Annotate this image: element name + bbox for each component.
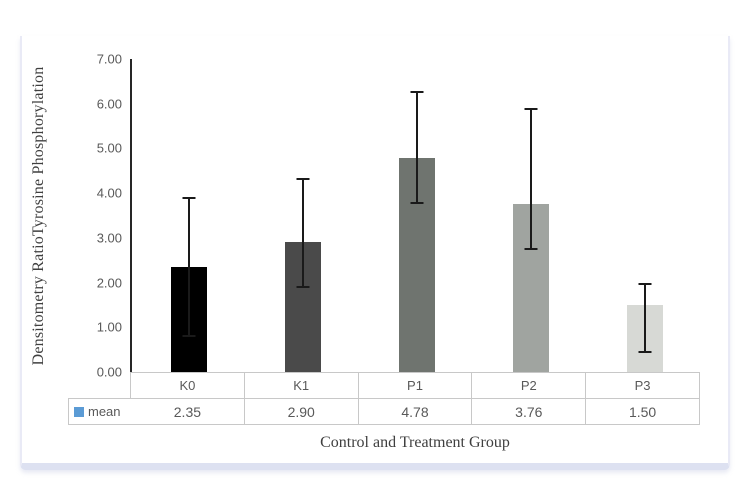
error-bar-top-cap <box>296 178 310 181</box>
y-axis-tick-labels: 0.00 1.00 2.00 3.00 4.00 5.00 6.00 7.00 <box>22 52 122 380</box>
plot-area <box>130 59 700 372</box>
y-tick-label: 1.00 <box>96 319 122 335</box>
value-cell: 4.78 <box>357 398 472 425</box>
category-cell: K1 <box>243 372 358 398</box>
error-bar-top-cap <box>410 90 424 93</box>
y-tick-label: 5.00 <box>96 140 122 156</box>
y-tick-label: 3.00 <box>96 230 122 246</box>
y-tick-label: 0.00 <box>96 364 122 380</box>
error-bar <box>530 109 532 250</box>
error-bar-top-cap <box>638 283 652 286</box>
y-tick-label: 2.00 <box>96 275 122 291</box>
error-bar-bottom-cap <box>410 202 424 205</box>
error-bar-bottom-cap <box>638 350 652 353</box>
y-tick-label: 6.00 <box>96 96 122 112</box>
category-cell: P3 <box>585 372 700 398</box>
y-tick-label: 7.00 <box>96 51 122 67</box>
legend-key-icon <box>74 406 84 417</box>
x-axis-title: Control and Treatment Group <box>320 434 510 451</box>
y-tick-label: 4.00 <box>96 185 122 201</box>
error-bar <box>188 197 190 337</box>
category-cell: P2 <box>471 372 586 398</box>
error-bar <box>644 284 646 352</box>
error-bar-bottom-cap <box>296 286 310 289</box>
error-bar <box>302 179 304 288</box>
category-cell: K0 <box>130 372 244 398</box>
category-cell: P1 <box>357 372 472 398</box>
value-cell: 2.90 <box>243 398 358 425</box>
value-cell: 3.76 <box>471 398 586 425</box>
legend-label: mean <box>88 404 121 419</box>
error-bar-top-cap <box>524 108 538 111</box>
error-bar <box>416 91 418 204</box>
value-cell: 1.50 <box>585 398 700 425</box>
chart-data-table: K0 K1 P1 P2 P3 2.35 2.90 4.78 3.76 1.50 <box>130 372 700 425</box>
legend-cell: mean <box>68 398 131 425</box>
chart-panel: Densitometry RatioTyrosine Phosphorylati… <box>20 36 730 470</box>
category-row: K0 K1 P1 P2 P3 <box>130 372 700 398</box>
value-cell: 2.35 <box>130 398 244 425</box>
error-bar-bottom-cap <box>182 335 196 338</box>
error-bar-bottom-cap <box>524 248 538 251</box>
value-row: 2.35 2.90 4.78 3.76 1.50 <box>130 398 700 425</box>
error-bar-top-cap <box>182 196 196 199</box>
